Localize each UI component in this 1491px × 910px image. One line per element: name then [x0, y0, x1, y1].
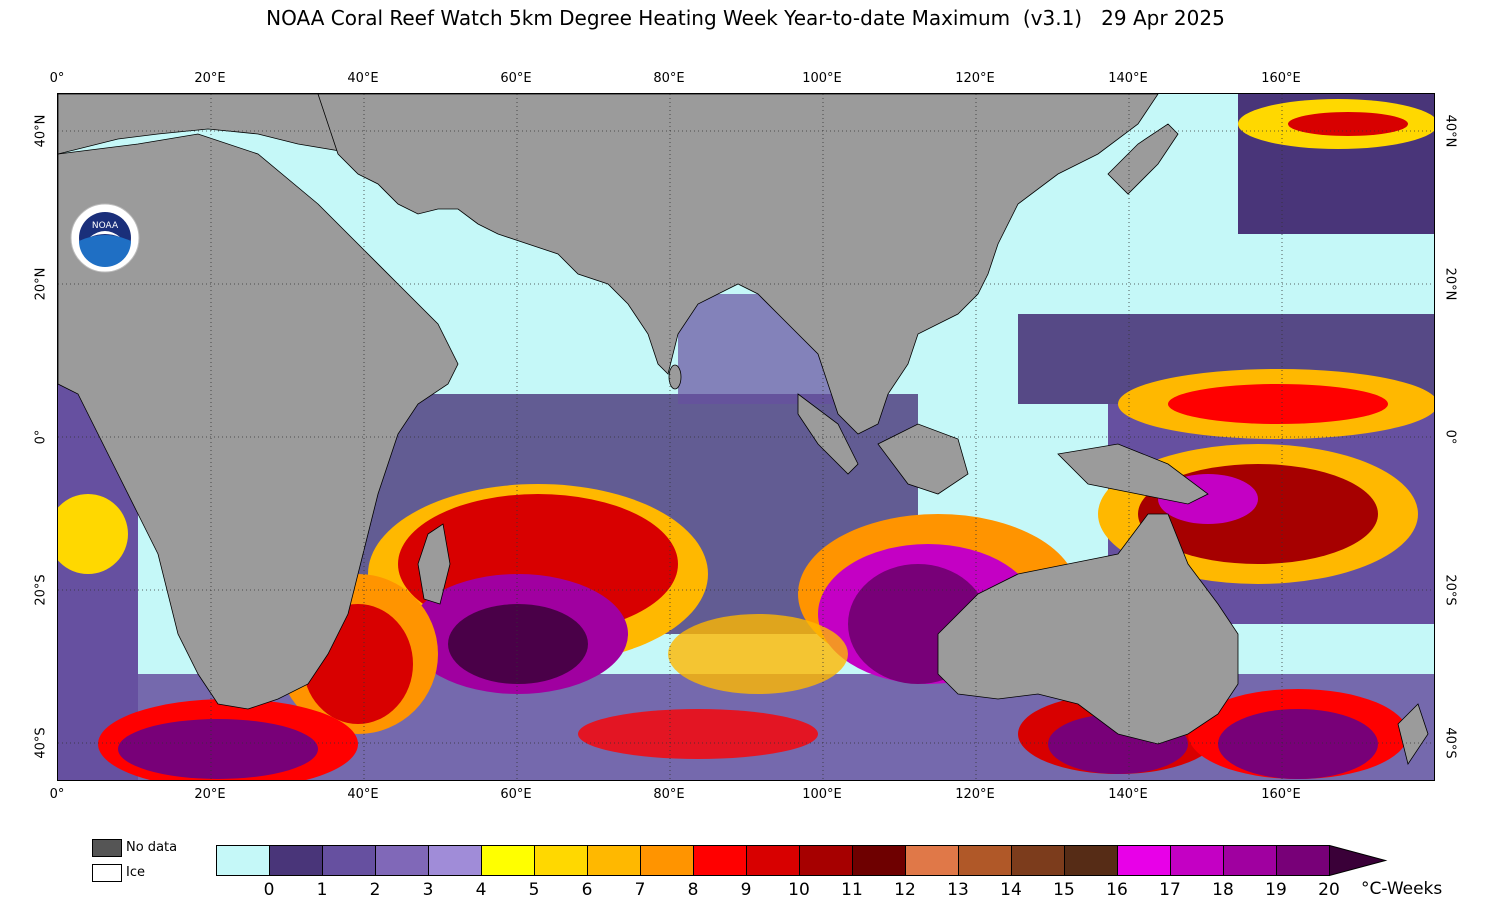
dhw-map	[57, 93, 1435, 781]
lon-tick-top: 0°	[49, 71, 65, 86]
colorbar-swatch	[322, 845, 376, 876]
lat-tick-right: 20°S	[1442, 574, 1458, 606]
lat-tick-right: 40°N	[1442, 114, 1458, 148]
colorbar-tick-label: 6	[581, 880, 593, 900]
colorbar-swatch	[481, 845, 535, 876]
lon-tick-top: 60°E	[500, 71, 532, 86]
lat-tick-left: 20°S	[33, 574, 49, 606]
colorbar-swatch	[693, 845, 747, 876]
colorbar-swatch	[958, 845, 1012, 876]
colorbar-arrow	[1329, 845, 1388, 877]
colorbar-swatch	[1117, 845, 1171, 876]
colorbar-tick-label: 18	[1212, 880, 1234, 900]
lat-tick-right: 20°N	[1442, 267, 1458, 301]
colorbar-swatch	[640, 845, 694, 876]
colorbar-tick-label: 1	[316, 880, 328, 900]
map-canvas	[58, 94, 1434, 780]
lon-tick-top: 160°E	[1261, 71, 1301, 86]
lat-tick-right: 40°S	[1442, 727, 1458, 759]
colorbar-tick-label: 3	[422, 880, 434, 900]
noaa-logo: NOAA	[70, 203, 140, 277]
ice-label: Ice	[126, 865, 145, 880]
colorbar-swatch	[1170, 845, 1224, 876]
colorbar-tick-label: 16	[1106, 880, 1128, 900]
colorbar-swatch	[534, 845, 588, 876]
colorbar-tick-label: 7	[634, 880, 646, 900]
lon-tick-top: 120°E	[955, 71, 995, 86]
colorbar-swatch	[216, 845, 270, 876]
colorbar-swatch	[428, 845, 482, 876]
lat-tick-left: 0°	[33, 429, 49, 445]
colorbar-tick-label: 2	[369, 880, 381, 900]
map-title: NOAA Coral Reef Watch 5km Degree Heating…	[266, 6, 1225, 30]
colorbar-tick-label: 15	[1053, 880, 1075, 900]
lon-tick-top: 140°E	[1108, 71, 1148, 86]
colorbar-swatch	[1223, 845, 1277, 876]
lon-tick-bottom: 20°E	[194, 787, 226, 802]
lon-tick-bottom: 80°E	[653, 787, 685, 802]
colorbar-tick-label: 9	[740, 880, 752, 900]
land	[58, 94, 1429, 765]
lon-tick-bottom: 0°	[49, 787, 65, 802]
lon-tick-bottom: 140°E	[1108, 787, 1148, 802]
colorbar-swatch	[269, 845, 323, 876]
lat-tick-right: 0°	[1442, 429, 1458, 445]
colorbar-swatch	[799, 845, 853, 876]
lon-tick-bottom: 60°E	[500, 787, 532, 802]
colorbar-tick-label: 19	[1265, 880, 1287, 900]
svg-text:NOAA: NOAA	[92, 221, 119, 231]
colorbar-tick-label: 17	[1159, 880, 1181, 900]
colorbar-swatch	[1011, 845, 1065, 876]
lon-tick-top: 80°E	[653, 71, 685, 86]
colorbar-swatch	[746, 845, 800, 876]
colorbar-tick-label: 0	[263, 880, 275, 900]
colorbar	[216, 845, 1388, 877]
colorbar-tick-label: 20	[1318, 880, 1340, 900]
lon-tick-bottom: 100°E	[802, 787, 842, 802]
colorbar-tick-label: 12	[894, 880, 916, 900]
lon-tick-bottom: 160°E	[1261, 787, 1301, 802]
colorbar-swatch	[1276, 845, 1330, 876]
lon-tick-bottom: 120°E	[955, 787, 995, 802]
colorbar-tick-label: 5	[528, 880, 540, 900]
colorbar-swatch	[587, 845, 641, 876]
no-data-label: No data	[126, 840, 178, 855]
colorbar-tick-label: 13	[947, 880, 969, 900]
ice-swatch	[92, 864, 122, 882]
colorbar-swatch	[852, 845, 906, 876]
colorbar-swatch	[1064, 845, 1118, 876]
lat-tick-left: 20°N	[33, 267, 49, 301]
colorbar-units: °C-Weeks	[1361, 879, 1443, 899]
lat-tick-left: 40°S	[33, 727, 49, 759]
colorbar-tick-label: 14	[1000, 880, 1022, 900]
lon-tick-top: 100°E	[802, 71, 842, 86]
colorbar-swatch	[905, 845, 959, 876]
no-data-swatch	[92, 839, 122, 857]
graticule	[58, 94, 1434, 780]
lon-tick-bottom: 40°E	[347, 787, 379, 802]
lon-tick-top: 20°E	[194, 71, 226, 86]
colorbar-swatch	[375, 845, 429, 876]
colorbar-tick-label: 8	[687, 880, 699, 900]
lon-tick-top: 40°E	[347, 71, 379, 86]
lat-tick-left: 40°N	[33, 114, 49, 148]
colorbar-tick-label: 10	[788, 880, 810, 900]
colorbar-tick-label: 4	[475, 880, 487, 900]
colorbar-tick-label: 11	[841, 880, 863, 900]
